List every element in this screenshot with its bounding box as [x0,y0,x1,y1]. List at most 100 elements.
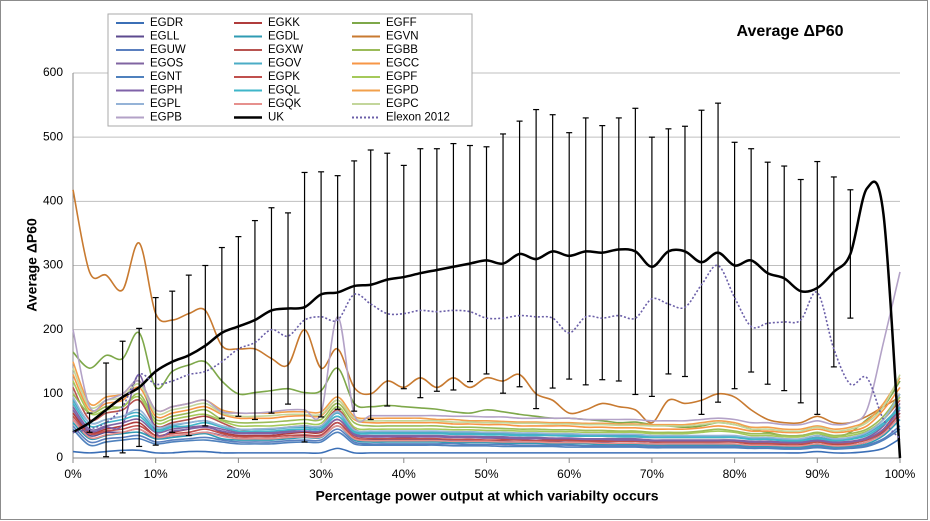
x-tick-label: 90% [805,467,829,481]
x-tick-label: 80% [723,467,747,481]
legend-label: EGOV [268,58,302,70]
error-bar [483,146,490,375]
error-bar [599,125,606,381]
error-bar [450,142,457,391]
x-tick-label: 40% [392,467,416,481]
error-bar [781,165,788,392]
series-line [72,271,901,426]
error-bar [698,109,705,415]
x-tick-label: 60% [557,467,581,481]
x-axis-label: Percentage power output at which variabi… [315,488,658,504]
error-bar [103,362,110,458]
legend-label: EGDL [268,31,300,43]
series-line [72,412,901,445]
error-bar [582,117,589,386]
series-line [72,438,901,454]
error-bar [235,236,242,417]
error-bar [433,148,440,392]
error-bar [185,274,192,437]
error-bar [318,171,325,418]
legend-label: EGCC [386,58,419,70]
y-tick-label: 600 [43,65,63,79]
legend-label: EGNT [150,71,182,83]
error-bar [466,144,473,383]
y-tick-label: 300 [43,258,63,272]
error-bar [301,171,308,443]
legend-label: EGKK [268,17,300,29]
y-tick-label: 400 [43,194,63,208]
error-bar [218,246,225,419]
error-bar [830,176,837,368]
error-bar [268,207,275,414]
series-line [72,418,901,449]
legend-label: EGDR [150,17,183,29]
error-bar [615,117,622,382]
error-bar [152,296,159,446]
legend-label: EGPD [386,85,419,97]
error-bar [119,340,126,454]
series-line [72,428,901,450]
y-axis-label: Average ΔP60 [24,218,40,312]
x-tick-label: 20% [226,467,250,481]
error-bar [251,219,258,421]
legend-label: EGPL [150,98,181,110]
error-bar [285,212,292,405]
error-bar [847,189,854,319]
series-line [72,264,901,440]
error-bar [516,120,523,388]
series-line [72,392,901,437]
error-bar [566,132,573,380]
legend-label: Elexon 2012 [386,112,450,124]
error-bar [169,290,176,433]
error-bar [748,148,755,373]
legend-label: EGVN [386,31,419,43]
error-bar [500,133,507,394]
legend-label: EGPC [386,98,419,110]
x-tick-label: 100% [885,467,916,481]
error-bar [731,141,738,390]
series-line [72,380,901,438]
error-bar [681,125,688,378]
legend-label: EGPK [268,71,300,83]
y-tick-label: 200 [43,322,63,336]
legend-label: EGBB [386,44,418,56]
x-tick-label: 70% [640,467,664,481]
legend-label: EGFF [386,17,417,29]
error-bar [400,164,407,390]
y-tick-label: 0 [56,450,63,464]
legend-label: EGLL [150,31,180,43]
x-tick-label: 50% [474,467,498,481]
series-line [72,367,901,433]
error-bar [417,148,424,399]
legend-label: EGOS [150,58,184,70]
series-line [72,415,901,447]
error-bar [648,136,655,397]
error-bar [384,152,391,407]
error-bar [367,149,374,421]
error-bar [764,161,771,385]
error-bar [351,160,358,412]
x-tick-label: 10% [144,467,168,481]
error-bar [715,102,722,403]
series-line [72,402,901,442]
error-bar [334,175,341,410]
legend-label: EGPF [386,71,417,83]
legend-label: EGUW [150,44,186,56]
x-tick-label: 0% [64,467,82,481]
chart-title: Average ΔP60 [737,23,844,40]
error-bar [136,327,143,448]
series-line [72,393,901,440]
error-bar [549,114,556,389]
error-bar [797,178,804,404]
legend-label: EGXW [268,44,303,56]
legend-label: EGPH [150,85,183,97]
error-bar [533,108,540,410]
error-bar [632,107,639,396]
legend-label: UK [268,112,284,124]
legend-label: EGQK [268,98,302,110]
y-tick-label: 500 [43,129,63,143]
legend-label: EGPB [150,112,182,124]
error-bar [665,128,672,375]
series-line [72,180,902,459]
